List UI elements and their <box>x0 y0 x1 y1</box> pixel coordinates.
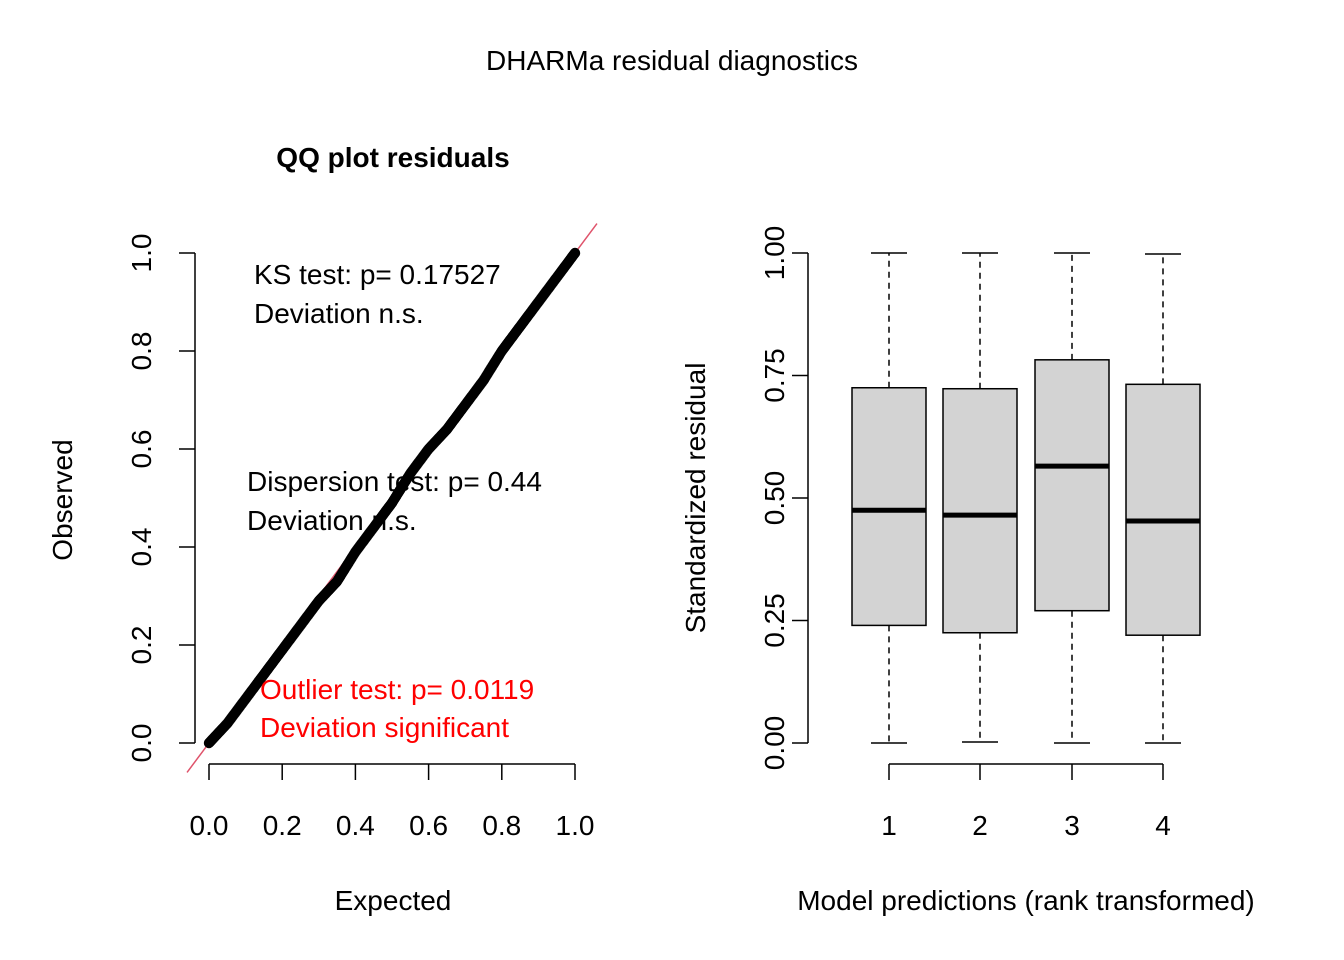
box-y-tick-label: 0.75 <box>759 348 790 403</box>
qq-y-tick-label: 0.4 <box>126 528 157 567</box>
qq-plot-panel: QQ plot residuals Expected Observed 0.0 0… <box>47 142 598 916</box>
box-tick-labels: 0.00 0.25 0.50 0.75 1.00 1 2 3 4 <box>759 226 1171 841</box>
qq-axes <box>179 252 576 780</box>
qq-x-axis-label: Expected <box>335 885 452 916</box>
qq-y-tick-label: 0.6 <box>126 430 157 469</box>
qq-y-tick-label: 0.8 <box>126 332 157 371</box>
qq-x-tick-label: 0.4 <box>336 810 375 841</box>
outlier-test-line2: Deviation significant <box>260 712 509 743</box>
box-y-tick-label: 0.00 <box>759 716 790 771</box>
boxes <box>851 252 1201 744</box>
qq-x-tick-label: 0.2 <box>263 810 302 841</box>
dispersion-test-line2: Deviation n.s. <box>247 505 417 536</box>
qq-points <box>203 247 581 749</box>
box-y-tick-label: 0.50 <box>759 471 790 526</box>
box-y-tick-label: 0.25 <box>759 593 790 648</box>
box-x-tick-label: 1 <box>881 810 897 841</box>
box-x-tick-label: 2 <box>972 810 988 841</box>
ks-test-line2: Deviation n.s. <box>254 298 424 329</box>
qq-y-tick-label: 0.0 <box>126 724 157 763</box>
box-x-tick-label: 3 <box>1064 810 1080 841</box>
qq-x-tick-label: 0.0 <box>190 810 229 841</box>
iqr-box <box>1034 359 1110 612</box>
iqr-box <box>1125 383 1201 636</box>
qq-x-tick-label: 1.0 <box>556 810 595 841</box>
qq-x-tick-label: 0.6 <box>409 810 448 841</box>
ks-test-line1: KS test: p= 0.17527 <box>254 259 501 290</box>
box-1 <box>851 252 927 744</box>
qq-y-axis-label: Observed <box>47 439 78 560</box>
outlier-test-line1: Outlier test: p= 0.0119 <box>260 674 534 705</box>
iqr-box <box>942 387 1018 634</box>
qq-x-tick-label: 0.8 <box>482 810 521 841</box>
qq-y-tick-label: 1.0 <box>126 234 157 273</box>
box-x-axis-label: Model predictions (rank transformed) <box>797 885 1255 916</box>
dispersion-test-line1: Dispersion test: p= 0.44 <box>247 466 542 497</box>
box-2 <box>942 252 1018 743</box>
box-y-tick-label: 1.00 <box>759 226 790 281</box>
residual-boxplot-panel: Model predictions (rank transformed) Sta… <box>680 226 1255 916</box>
qq-y-tick-label: 0.2 <box>126 626 157 665</box>
box-4 <box>1125 253 1201 744</box>
box-y-axis-label: Standardized residual <box>680 363 711 634</box>
figure-title: DHARMa residual diagnostics <box>486 45 858 76</box>
qq-point <box>569 247 581 259</box>
box-x-tick-label: 4 <box>1155 810 1171 841</box>
box-axes <box>792 252 1164 780</box>
qq-plot-title: QQ plot residuals <box>276 142 509 173</box>
box-3 <box>1034 252 1110 744</box>
qq-tick-labels: 0.0 0.2 0.4 0.6 0.8 1.0 0.0 0.2 0.4 0.6 0.8 1.0 <box>126 234 594 841</box>
iqr-box <box>851 387 927 627</box>
